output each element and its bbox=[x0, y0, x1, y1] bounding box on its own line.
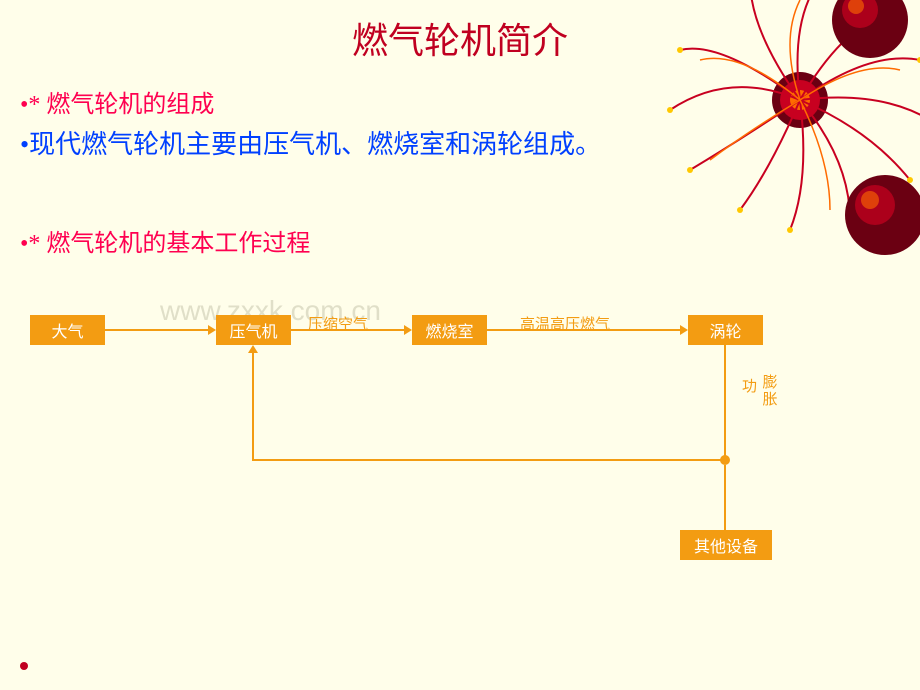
arrow-line bbox=[724, 465, 726, 530]
arrow-head bbox=[208, 325, 216, 335]
flow-box-other: 其他设备 bbox=[680, 530, 772, 560]
arrow-line bbox=[724, 345, 726, 460]
arrow-head bbox=[248, 345, 258, 353]
flow-label-hot-gas: 高温高压燃气 bbox=[520, 313, 610, 334]
flow-box-turbine: 涡轮 bbox=[688, 315, 763, 345]
flowchart-container: 大气 压气机 压缩空气 燃烧室 高温高压燃气 涡轮 功 膨胀 其他设备 bbox=[30, 315, 900, 595]
arrow-head bbox=[680, 325, 688, 335]
flow-label-compressed-air: 压缩空气 bbox=[308, 317, 368, 334]
arrow-head bbox=[404, 325, 412, 335]
arrow-line bbox=[105, 329, 210, 331]
arrow-line bbox=[252, 459, 724, 461]
fireworks-decoration bbox=[660, 0, 920, 260]
flow-label-expansion: 膨胀 bbox=[762, 375, 778, 408]
flow-box-atmosphere: 大气 bbox=[30, 315, 105, 345]
flow-box-combustion: 燃烧室 bbox=[412, 315, 487, 345]
fireworks-svg bbox=[660, 0, 920, 260]
arrow-line bbox=[252, 353, 254, 461]
bullet-dot bbox=[20, 662, 28, 670]
flow-label-work: 功 bbox=[742, 375, 757, 396]
flow-box-compressor: 压气机 bbox=[216, 315, 291, 345]
